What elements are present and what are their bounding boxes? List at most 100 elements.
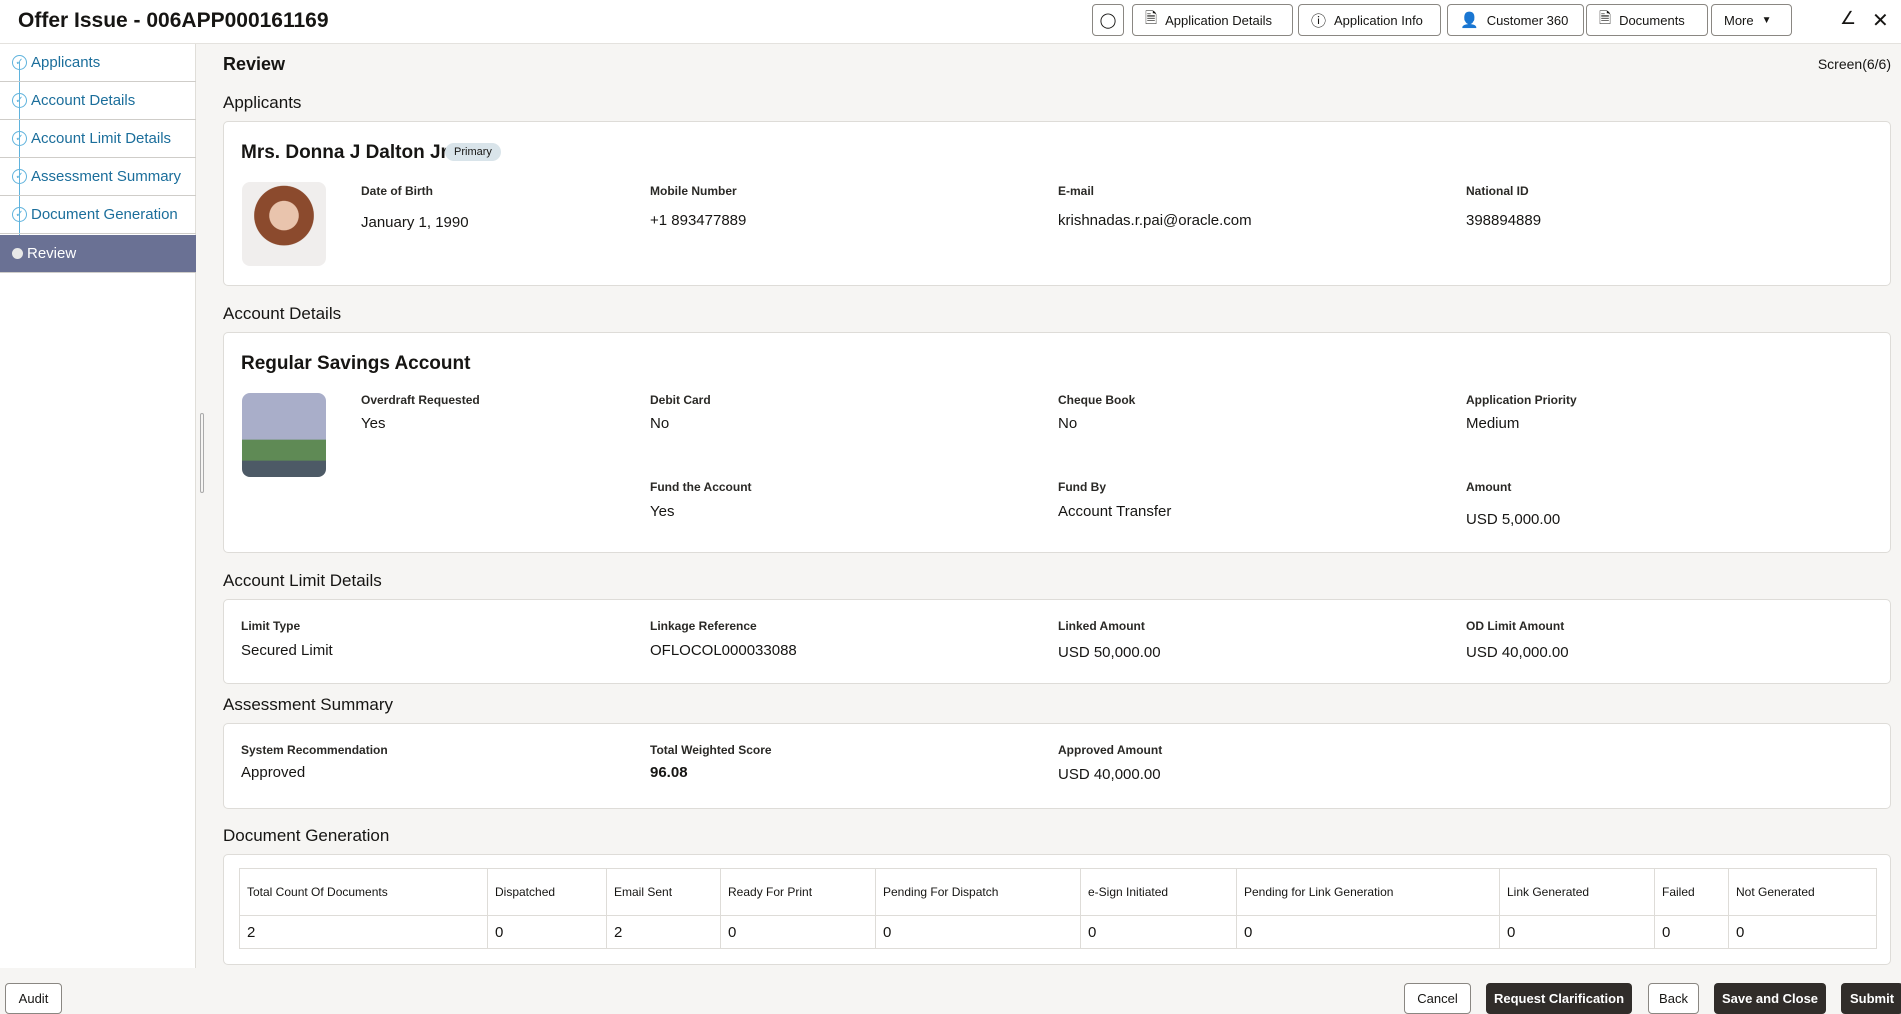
table-header-row: Total Count Of Documents Dispatched Emai… <box>239 868 1877 916</box>
field-label: Fund the Account <box>650 480 752 494</box>
sidebar-item-label: Document Generation <box>31 206 178 223</box>
sidebar-item-review[interactable]: Review <box>0 235 196 273</box>
sidebar-item-account-details[interactable]: ✓ Account Details <box>0 82 196 120</box>
account-image <box>242 393 326 477</box>
customer-360-button[interactable]: 👤 Customer 360 <box>1447 4 1584 36</box>
field-value: 96.08 <box>650 764 688 781</box>
application-details-button[interactable]: 🗎 Application Details <box>1132 4 1293 36</box>
account-name: Regular Savings Account <box>241 353 471 374</box>
field-label: Date of Birth <box>361 184 433 198</box>
field-value: USD 40,000.00 <box>1466 644 1569 661</box>
field-value: Account Transfer <box>1058 503 1172 520</box>
table-cell: 0 <box>1728 915 1877 949</box>
field-label: System Recommendation <box>241 743 388 757</box>
column-header: Dispatched <box>487 868 607 916</box>
table-cell: 0 <box>487 915 607 949</box>
current-step-icon <box>12 248 23 259</box>
field-label: Cheque Book <box>1058 393 1136 407</box>
column-header: Pending for Link Generation <box>1236 868 1500 916</box>
table-cell: 2 <box>239 915 488 949</box>
page-header-title: Offer Issue - 006APP000161169 <box>18 9 329 32</box>
check-icon: ✓ <box>12 207 27 222</box>
table-cell: 0 <box>1236 915 1500 949</box>
screen-indicator: Screen(6/6) <box>1817 56 1891 72</box>
field-value: +1 893477889 <box>650 212 747 229</box>
sidebar-item-label: Applicants <box>31 54 101 71</box>
save-and-close-button[interactable]: Save and Close <box>1714 983 1826 1014</box>
docgen-card: Total Count Of Documents Dispatched Emai… <box>223 854 1891 965</box>
check-icon: ✓ <box>12 93 27 108</box>
button-label: More <box>1724 12 1754 28</box>
button-label: Customer 360 <box>1486 12 1569 28</box>
table-cell: 0 <box>1654 915 1729 949</box>
minimize-icon[interactable]: ∠ <box>1840 8 1857 28</box>
field-value: Approved <box>241 764 306 781</box>
request-clarification-button[interactable]: Request Clarification <box>1486 983 1632 1014</box>
field-label: E-mail <box>1058 184 1095 198</box>
field-label: Mobile Number <box>650 184 737 198</box>
section-heading-applicants: Applicants <box>223 93 302 112</box>
column-header: Not Generated <box>1728 868 1877 916</box>
column-header: e-Sign Initiated <box>1080 868 1237 916</box>
field-label: Approved Amount <box>1058 743 1163 757</box>
field-value: krishnadas.r.pai@oracle.com <box>1058 212 1252 229</box>
field-value: USD 5,000.00 <box>1466 511 1561 528</box>
column-header: Pending For Dispatch <box>875 868 1081 916</box>
table-cell: 0 <box>875 915 1081 949</box>
field-label: Limit Type <box>241 619 301 633</box>
field-value: USD 50,000.00 <box>1058 644 1161 661</box>
column-header: Email Sent <box>606 868 721 916</box>
info-icon: ⓘ <box>1311 12 1327 30</box>
documents-button[interactable]: 🗎 Documents <box>1586 4 1708 36</box>
field-label: Linkage Reference <box>650 619 757 633</box>
button-label: Application Info <box>1334 12 1423 28</box>
help-button[interactable]: ◯ <box>1092 4 1124 36</box>
limit-card: Limit Type Secured Limit Linkage Referen… <box>223 599 1891 684</box>
field-value: No <box>1058 415 1078 432</box>
account-card: Regular Savings Account Overdraft Reques… <box>223 332 1891 553</box>
sidebar-item-account-limit-details[interactable]: ✓ Account Limit Details <box>0 120 196 158</box>
sidebar-item-assessment-summary[interactable]: ✓ Assessment Summary <box>0 158 196 196</box>
field-label: National ID <box>1466 184 1529 198</box>
column-header: Ready For Print <box>720 868 876 916</box>
field-value: USD 40,000.00 <box>1058 766 1161 783</box>
application-info-button[interactable]: ⓘ Application Info <box>1298 4 1441 36</box>
field-value: January 1, 1990 <box>361 214 469 231</box>
sidebar-item-applicants[interactable]: ✓ Applicants <box>0 44 196 82</box>
field-label: OD Limit Amount <box>1466 619 1565 633</box>
field-value: Medium <box>1466 415 1520 432</box>
applicant-name: Mrs. Donna J Dalton Jr. <box>241 142 453 163</box>
page-title: Review <box>223 54 286 74</box>
field-label: Application Priority <box>1466 393 1577 407</box>
audit-button[interactable]: Audit <box>5 983 62 1014</box>
table-row: 2 0 2 0 0 0 0 0 0 0 <box>239 915 1877 949</box>
close-icon[interactable]: ✕ <box>1872 10 1889 32</box>
sidebar-item-document-generation[interactable]: ✓ Document Generation <box>0 196 196 234</box>
check-icon: ✓ <box>12 131 27 146</box>
table-cell: 0 <box>720 915 876 949</box>
field-value: 398894889 <box>1466 212 1542 229</box>
section-heading-account-limit: Account Limit Details <box>223 571 382 590</box>
sidebar-item-label: Review <box>27 245 77 262</box>
sidebar-resize-handle[interactable] <box>200 413 204 493</box>
field-value: Yes <box>650 503 675 520</box>
back-button[interactable]: Back <box>1648 983 1699 1014</box>
section-heading-account-details: Account Details <box>223 304 342 323</box>
check-icon: ✓ <box>12 55 27 70</box>
lightbulb-question-icon: ◯ <box>1099 12 1117 29</box>
field-label: Debit Card <box>650 393 711 407</box>
field-value: OFLOCOL000033088 <box>650 642 797 659</box>
more-button[interactable]: More ▼ <box>1711 4 1792 36</box>
table-cell: 2 <box>606 915 721 949</box>
field-label: Linked Amount <box>1058 619 1145 633</box>
submit-button[interactable]: Submit <box>1841 983 1901 1014</box>
field-value: Secured Limit <box>241 642 333 659</box>
caret-down-icon: ▼ <box>1761 14 1772 26</box>
sidebar-item-label: Account Details <box>31 92 136 109</box>
column-header: Link Generated <box>1499 868 1655 916</box>
cancel-button[interactable]: Cancel <box>1404 983 1471 1014</box>
column-header: Total Count Of Documents <box>239 868 488 916</box>
column-header: Failed <box>1654 868 1729 916</box>
field-label: Total Weighted Score <box>650 743 772 757</box>
docgen-table: Total Count Of Documents Dispatched Emai… <box>239 868 1877 949</box>
